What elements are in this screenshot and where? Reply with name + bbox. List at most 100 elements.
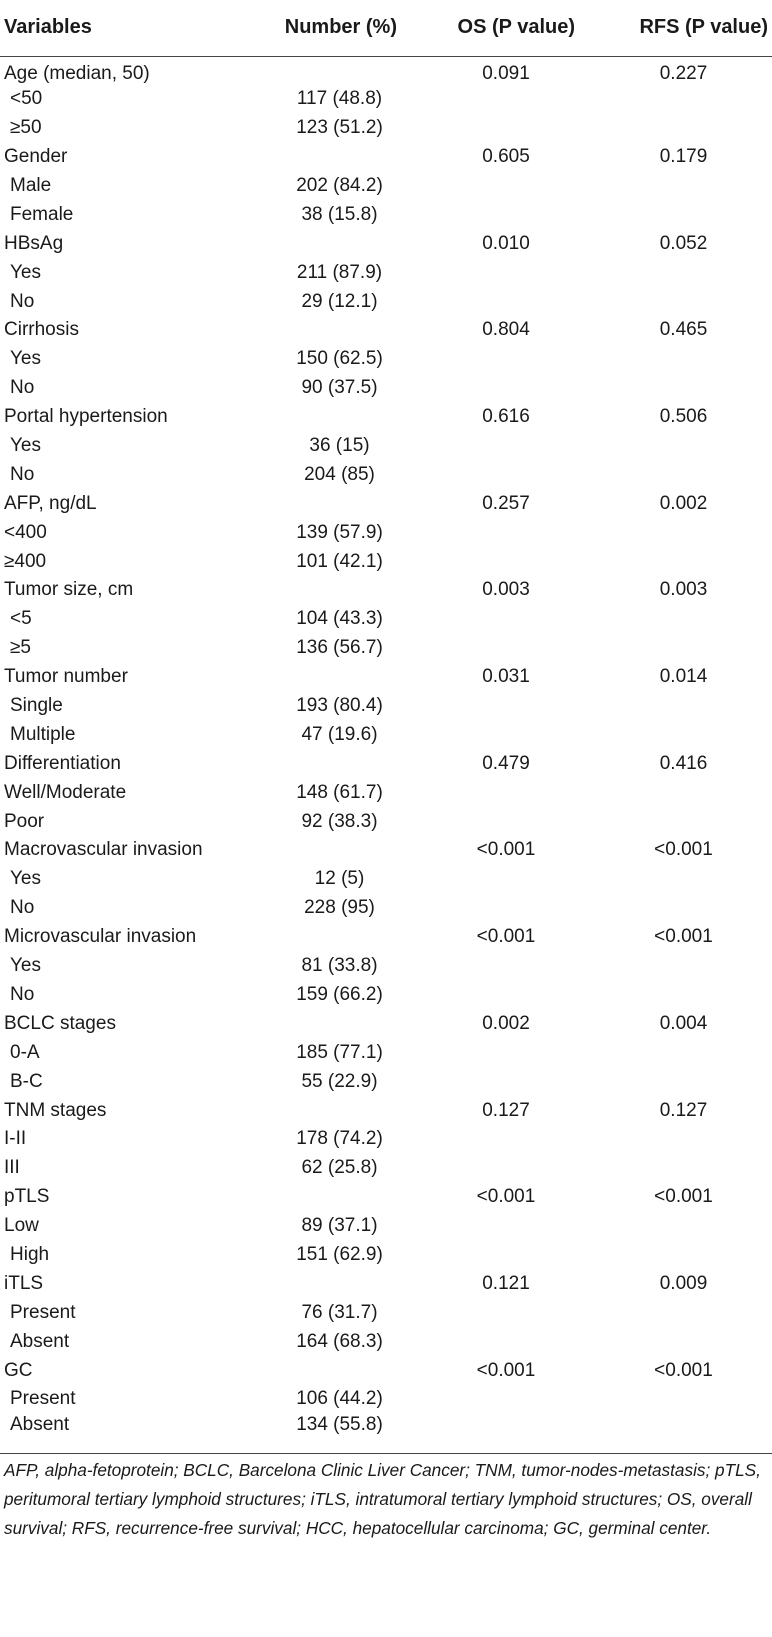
rfs-pvalue-cell (595, 634, 772, 663)
rfs-pvalue-cell: 0.465 (659, 319, 708, 341)
variable-cell: 0-A (10, 1041, 40, 1063)
table-row: No 29 (12.1) (0, 287, 772, 316)
variable-cell: No (10, 463, 35, 485)
table-row: BCLC stages 0.002 0.004 (0, 1009, 772, 1038)
table-row: Present 106 (44.2) (0, 1385, 772, 1414)
variable-cell: III (4, 1157, 20, 1179)
bottom-rule (0, 1453, 772, 1454)
table-row: I-II 178 (74.2) (0, 1125, 772, 1154)
variable-cell: Yes (10, 261, 41, 283)
header-number: Number (%) (262, 0, 417, 57)
variable-cell: No (10, 290, 35, 312)
number-cell: 193 (80.4) (296, 695, 383, 717)
variable-cell: High (10, 1243, 50, 1265)
rfs-pvalue-cell (595, 1327, 772, 1356)
rfs-pvalue-cell (595, 345, 772, 374)
number-cell: 117 (48.8) (296, 88, 383, 110)
number-cell: 228 (95) (304, 897, 375, 919)
rfs-pvalue-cell (595, 258, 772, 287)
table-row: AFP, ng/dL 0.257 0.002 (0, 489, 772, 518)
rfs-pvalue-cell: <0.001 (654, 1186, 713, 1208)
table-row: Single 193 (80.4) (0, 692, 772, 721)
number-cell (262, 489, 417, 518)
number-cell: 101 (42.1) (296, 550, 383, 572)
os-pvalue-cell (417, 692, 595, 721)
table-header: Variables Number (%) OS (P value) RFS (P… (0, 0, 772, 57)
variable-cell: Gender (4, 146, 68, 168)
variable-cell: Yes (10, 955, 41, 977)
number-cell (262, 403, 417, 432)
table-row: Yes 150 (62.5) (0, 345, 772, 374)
os-pvalue-cell (417, 894, 595, 923)
number-cell (262, 316, 417, 345)
number-cell: 151 (62.9) (296, 1243, 383, 1265)
os-pvalue-cell (417, 1241, 595, 1270)
table-row: pTLS <0.001 <0.001 (0, 1183, 772, 1212)
os-pvalue-cell: 0.010 (482, 232, 530, 254)
header-variables: Variables (0, 0, 262, 57)
os-pvalue-cell (417, 605, 595, 634)
table-row: Age (median, 50) 0.091 0.227 (0, 56, 772, 85)
table-row: 0-A 185 (77.1) (0, 1038, 772, 1067)
table-row: Tumor size, cm 0.003 0.003 (0, 576, 772, 605)
table-row: Female 38 (15.8) (0, 200, 772, 229)
table-row: Male 202 (84.2) (0, 172, 772, 201)
number-cell: 136 (56.7) (296, 637, 383, 659)
table-row: iTLS 0.121 0.009 (0, 1269, 772, 1298)
number-cell (262, 923, 417, 952)
os-pvalue-cell (417, 172, 595, 201)
table-row: ≥5 136 (56.7) (0, 634, 772, 663)
os-pvalue-cell (417, 518, 595, 547)
os-pvalue-cell: <0.001 (476, 1359, 536, 1381)
number-cell: 12 (5) (314, 868, 365, 890)
table-row: <5 104 (43.3) (0, 605, 772, 634)
os-pvalue-cell: <0.001 (476, 839, 536, 861)
number-cell: 81 (33.8) (301, 955, 378, 977)
rfs-pvalue-cell (595, 200, 772, 229)
variable-cell: GC (4, 1359, 33, 1381)
variable-cell: pTLS (4, 1186, 50, 1208)
variable-cell: Female (10, 203, 74, 225)
os-pvalue-cell: 0.091 (482, 62, 530, 84)
number-cell: 47 (19.6) (301, 723, 378, 745)
variable-cell: Low (4, 1215, 39, 1237)
table-row: Portal hypertension 0.616 0.506 (0, 403, 772, 432)
os-pvalue-cell: 0.002 (482, 1012, 530, 1034)
number-cell (262, 1356, 417, 1385)
number-cell: 150 (62.5) (296, 348, 383, 370)
rfs-pvalue-cell: 0.009 (659, 1272, 708, 1294)
number-cell: 202 (84.2) (296, 175, 383, 196)
variable-cell: No (10, 983, 35, 1005)
table-row: Cirrhosis 0.804 0.465 (0, 316, 772, 345)
variable-cell: Yes (10, 435, 41, 457)
number-cell: 76 (31.7) (301, 1301, 378, 1323)
rfs-pvalue-cell (595, 547, 772, 576)
table-row: <50 117 (48.8) (0, 85, 772, 114)
os-pvalue-cell (417, 374, 595, 403)
table-row: Gender 0.605 0.179 (0, 143, 772, 172)
rfs-pvalue-cell: 0.506 (659, 406, 708, 428)
number-cell: 134 (55.8) (296, 1414, 383, 1436)
os-pvalue-cell (417, 547, 595, 576)
table-row: B-C 55 (22.9) (0, 1067, 772, 1096)
os-pvalue-cell (417, 778, 595, 807)
variable-cell: I-II (4, 1128, 27, 1150)
table-row: ≥50 123 (51.2) (0, 114, 772, 143)
rfs-pvalue-cell (595, 1067, 772, 1096)
os-pvalue-cell: 0.257 (482, 492, 530, 514)
rfs-pvalue-cell (595, 1038, 772, 1067)
table-row: Macrovascular invasion <0.001 <0.001 (0, 836, 772, 865)
number-cell: 55 (22.9) (301, 1070, 378, 1092)
rfs-pvalue-cell (595, 894, 772, 923)
rfs-pvalue-cell: 0.004 (659, 1012, 708, 1034)
variable-cell: <400 (4, 521, 47, 543)
rfs-pvalue-cell (595, 1385, 772, 1414)
variable-cell: ≥50 (10, 117, 42, 139)
rfs-pvalue-cell: <0.001 (654, 839, 713, 861)
number-cell: 92 (38.3) (301, 810, 378, 832)
os-pvalue-cell: <0.001 (476, 1186, 536, 1208)
rfs-pvalue-cell (595, 692, 772, 721)
variable-cell: Tumor size, cm (4, 579, 134, 601)
os-pvalue-cell (417, 200, 595, 229)
rfs-pvalue-cell (595, 114, 772, 143)
